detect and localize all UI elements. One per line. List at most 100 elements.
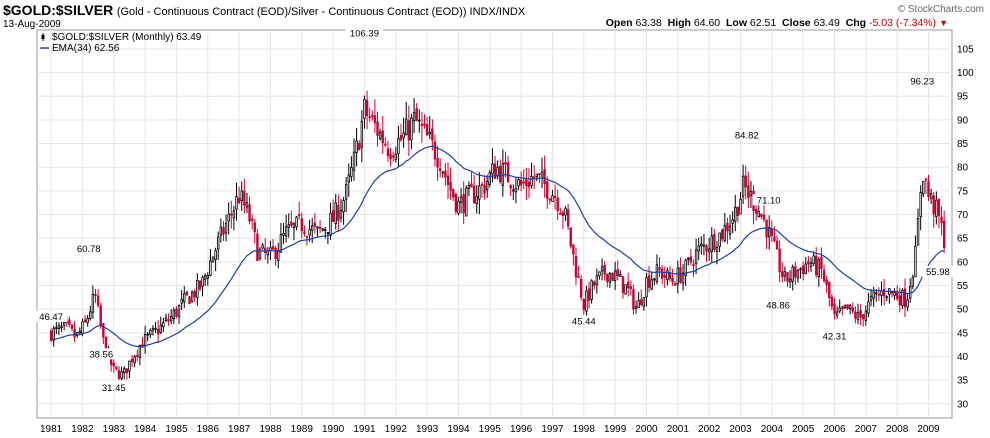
candle — [642, 297, 646, 311]
candle — [674, 281, 677, 286]
candle — [530, 162, 533, 189]
candle — [183, 285, 186, 308]
candle-body — [485, 181, 489, 190]
candle-body — [284, 226, 288, 237]
candle — [292, 222, 296, 241]
candle-body — [478, 185, 481, 200]
candle — [504, 151, 507, 178]
x-tick-label: 1994 — [447, 424, 470, 435]
candle-body — [279, 234, 283, 253]
candle — [211, 256, 215, 263]
candle — [903, 278, 907, 318]
annotation-bg — [752, 194, 785, 206]
candle-body — [801, 265, 805, 274]
candle-body — [337, 204, 340, 221]
candle-body — [869, 295, 873, 301]
candle — [99, 302, 102, 330]
candle-body — [175, 308, 178, 317]
candle — [770, 220, 774, 242]
candle-body — [496, 166, 499, 177]
candle — [499, 159, 502, 184]
candle — [851, 302, 854, 314]
candle — [339, 198, 343, 223]
candle — [352, 138, 356, 181]
candle-body — [632, 289, 635, 310]
candle — [248, 196, 251, 225]
candle — [512, 184, 515, 201]
y-tick-label: 85 — [957, 139, 969, 150]
candle — [660, 265, 664, 285]
candle-body — [600, 266, 604, 272]
candle — [407, 105, 411, 156]
candle-body — [794, 266, 797, 278]
candle-body — [608, 273, 612, 283]
candle-body — [674, 283, 677, 286]
candle — [919, 185, 922, 231]
candle — [488, 169, 491, 188]
y-tick-label: 100 — [957, 68, 974, 79]
candle-body — [637, 300, 640, 309]
candle — [509, 184, 512, 196]
candle-body — [112, 362, 115, 367]
candle-body — [433, 141, 437, 160]
x-tick-label: 2008 — [886, 424, 909, 435]
y-tick-label: 30 — [957, 399, 969, 410]
candle-body — [250, 218, 254, 221]
candle — [274, 245, 277, 266]
candle-body — [514, 188, 518, 193]
candle — [94, 288, 97, 303]
chart-date: 13-Aug-2009 — [3, 19, 61, 30]
candle-body — [556, 197, 559, 212]
candle-body — [548, 198, 552, 201]
candle-body — [851, 307, 854, 312]
candle — [371, 110, 374, 121]
candle — [300, 212, 303, 239]
candle — [73, 320, 76, 342]
candle — [209, 249, 212, 277]
low-label: Low — [726, 17, 747, 29]
candle-body — [457, 200, 460, 214]
candle-body — [647, 275, 651, 288]
candle-body — [645, 277, 648, 298]
candle-body — [875, 292, 878, 295]
candle — [749, 181, 753, 208]
candle-body — [741, 175, 745, 197]
candle-body — [775, 240, 779, 250]
candle — [525, 167, 528, 201]
candle-body — [91, 293, 95, 313]
candle-body — [167, 319, 170, 322]
x-tick-label: 1993 — [416, 424, 439, 435]
y-tick-label: 65 — [957, 234, 969, 245]
candle-body — [598, 271, 601, 277]
candle — [535, 173, 539, 182]
candle-body — [391, 155, 395, 158]
candle — [929, 188, 933, 205]
y-tick-label: 75 — [957, 186, 969, 197]
candle-body — [60, 326, 63, 329]
candle — [89, 305, 92, 321]
candle-body — [308, 229, 311, 236]
candle-body — [428, 132, 431, 135]
candle-body — [318, 226, 322, 229]
candle — [846, 304, 849, 310]
candle-body — [566, 209, 570, 227]
candle — [916, 208, 920, 246]
x-tick-label: 1996 — [510, 424, 533, 435]
high-value: 64.60 — [693, 17, 721, 29]
candle — [431, 119, 434, 151]
candle-body — [718, 232, 721, 247]
x-tick-label: 2002 — [698, 424, 721, 435]
candle-body — [561, 212, 565, 216]
x-tick-label: 2004 — [761, 424, 784, 435]
candle — [546, 176, 549, 209]
candle — [436, 145, 439, 181]
candle-body — [815, 255, 818, 276]
candle — [57, 322, 61, 335]
candle — [358, 140, 361, 151]
candle — [381, 115, 384, 154]
candle — [136, 349, 139, 362]
candle-body — [201, 276, 204, 287]
candle — [608, 271, 612, 288]
candle-body — [81, 321, 84, 334]
candle — [384, 137, 387, 148]
